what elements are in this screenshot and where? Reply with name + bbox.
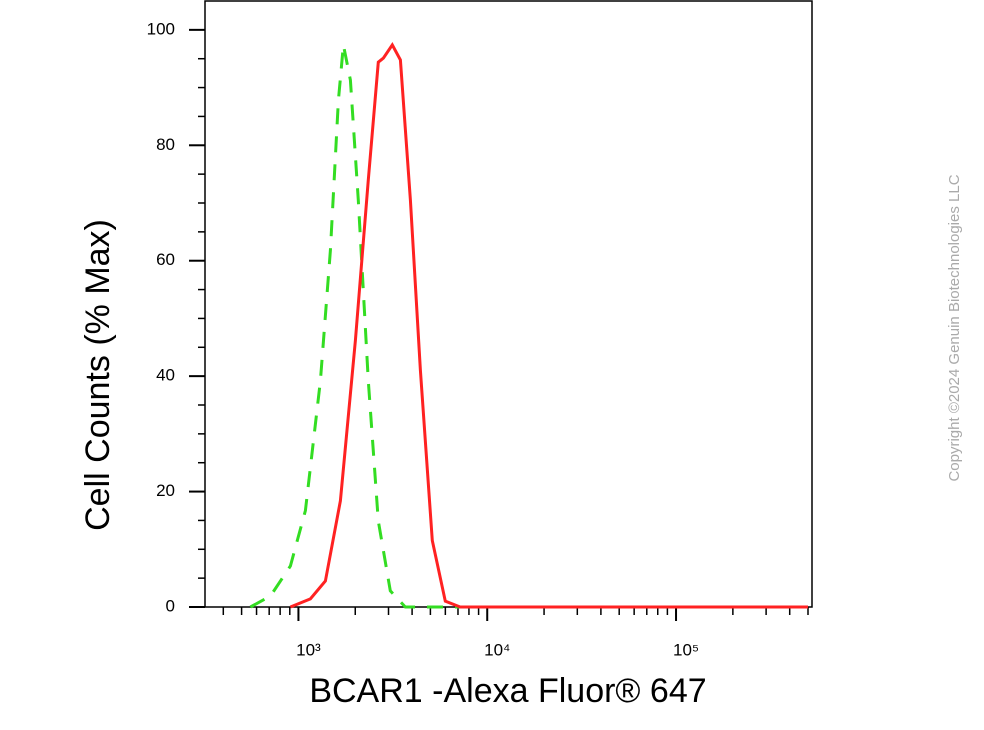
y-tick-label: 40 <box>156 366 175 385</box>
y-tick-label: 0 <box>166 596 175 615</box>
histogram-line <box>249 44 808 609</box>
y-tick-label: 100 <box>147 19 175 38</box>
y-axis-label: Cell Counts (% Max) <box>79 219 117 531</box>
x-tick-label: 10³ <box>296 640 321 659</box>
y-tick-label: 20 <box>156 481 175 500</box>
histogram-line <box>289 42 808 609</box>
copyright: Copyright ©2024 Genuin Biotechnologies L… <box>946 174 963 481</box>
x-axis-label: BCAR1 -Alexa Fluor® 647 <box>309 672 706 710</box>
plot-frame <box>204 0 813 608</box>
x-tick-label: 10⁴ <box>484 640 510 659</box>
y-tick-label: 80 <box>156 135 175 154</box>
y-tick-label: 60 <box>156 250 175 269</box>
x-tick-label: 10⁵ <box>673 640 699 659</box>
